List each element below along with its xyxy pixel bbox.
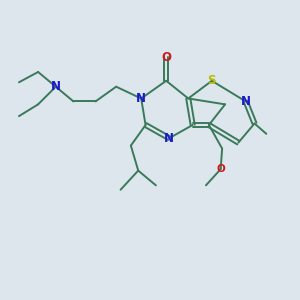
Text: N: N	[51, 80, 61, 93]
Text: N: N	[164, 132, 174, 145]
Text: N: N	[241, 95, 251, 108]
Text: S: S	[208, 74, 216, 87]
Text: N: N	[136, 92, 146, 105]
Text: O: O	[216, 164, 225, 174]
Text: O: O	[161, 51, 171, 64]
